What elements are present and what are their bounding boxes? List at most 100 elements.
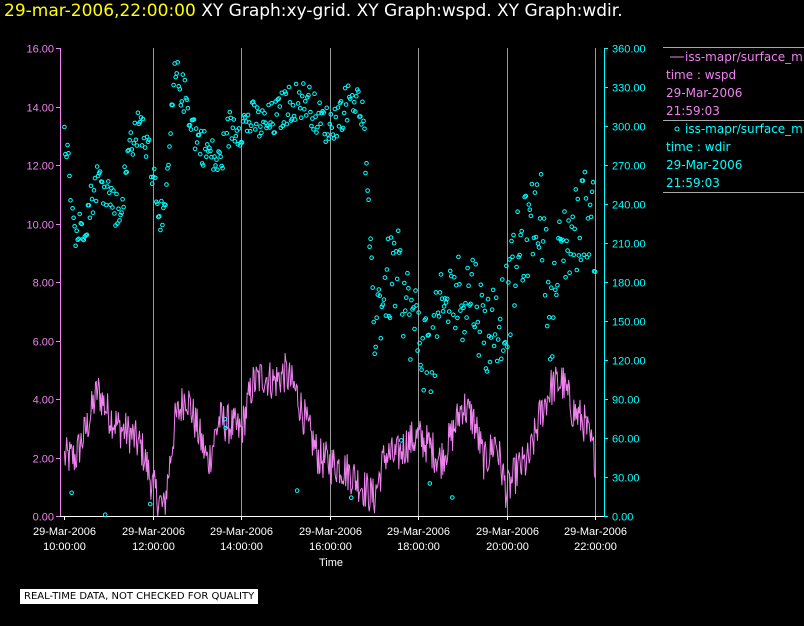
- wdir-point: [361, 118, 366, 124]
- x-tick-label: 14:00:00: [220, 541, 263, 553]
- wdir-point: [200, 163, 206, 168]
- wdir-point: [119, 210, 124, 215]
- wdir-point: [116, 206, 121, 212]
- wdir-point: [267, 125, 272, 130]
- wdir-point: [577, 235, 583, 241]
- wdir-point: [284, 121, 290, 127]
- y-right-tick-label: 270.00: [612, 161, 646, 173]
- wdir-point: [488, 335, 494, 340]
- y-left-tick-label: 0.00: [33, 512, 54, 524]
- wdir-point: [175, 60, 180, 65]
- wdir-point: [298, 115, 304, 120]
- wdir-point: [295, 101, 301, 106]
- wdir-point: [149, 181, 155, 186]
- wdir-point: [258, 124, 263, 129]
- wdir-point: [84, 232, 90, 238]
- wdir-point: [335, 105, 341, 110]
- wdir-point: [550, 354, 555, 359]
- wdir-point: [233, 133, 239, 139]
- wdir-point: [532, 190, 538, 195]
- y-right-tick-label: 240.00: [612, 200, 646, 212]
- wdir-point: [184, 97, 190, 103]
- wdir-point: [159, 198, 164, 204]
- wdir-point: [565, 248, 570, 253]
- wdir-point: [443, 300, 449, 305]
- wdir-point: [242, 114, 248, 120]
- wdir-point: [163, 202, 168, 208]
- x-tick-label: 29-Mar-2006: [122, 526, 185, 538]
- wdir-point: [384, 267, 390, 272]
- wdir-point: [437, 290, 443, 295]
- wdir-point: [523, 193, 529, 199]
- wdir-point: [290, 102, 296, 108]
- wdir-point: [397, 248, 403, 253]
- wdir-point: [552, 260, 557, 266]
- wdir-point: [513, 283, 518, 289]
- wdir-point: [419, 367, 424, 373]
- wdir-point: [414, 303, 419, 308]
- wdir-point: [97, 169, 103, 174]
- wdir-point: [463, 300, 468, 306]
- wdir-point: [404, 295, 409, 300]
- wdir-point: [572, 226, 578, 232]
- wdir-point: [444, 296, 450, 302]
- wdir-point: [567, 270, 572, 276]
- wdir-point: [292, 117, 298, 122]
- wdir-point: [348, 495, 354, 501]
- wdir-point: [586, 252, 592, 257]
- wdir-point: [388, 235, 394, 240]
- wdir-point: [318, 121, 323, 127]
- wdir-point: [485, 296, 491, 302]
- wdir-point: [517, 252, 522, 258]
- wdir-point: [497, 316, 503, 322]
- wdir-point: [347, 96, 353, 102]
- wdir-point: [413, 288, 418, 293]
- wdir-point: [358, 114, 363, 119]
- wdir-point: [539, 257, 545, 263]
- wdir-point: [466, 283, 471, 289]
- wdir-point: [435, 310, 441, 316]
- wdir-point: [112, 211, 117, 216]
- wdir-point: [372, 351, 378, 357]
- wdir-point: [426, 332, 432, 338]
- wdir-point: [561, 258, 566, 264]
- wdir-point: [374, 315, 380, 321]
- wdir-point: [512, 303, 517, 308]
- wdir-point: [110, 205, 115, 210]
- wdir-point: [546, 315, 552, 320]
- wdir-point: [314, 130, 319, 135]
- wdir-point: [578, 257, 584, 263]
- wdir-point: [349, 93, 355, 98]
- wdir-point: [499, 356, 504, 362]
- wdir-point: [127, 137, 132, 143]
- wdir-point: [493, 295, 499, 301]
- wdir-point: [227, 109, 233, 115]
- wdir-point: [549, 285, 554, 291]
- wdir-point: [92, 175, 98, 181]
- wdir-point: [232, 139, 238, 144]
- wdir-point: [520, 278, 526, 283]
- wdir-point: [313, 114, 318, 119]
- wdir-point: [519, 228, 525, 234]
- wdir-point: [531, 235, 537, 241]
- wdir-point: [182, 77, 188, 83]
- wdir-point: [440, 309, 446, 314]
- wdir-point: [309, 123, 314, 129]
- wdir-point: [544, 323, 550, 329]
- x-tick-label: 29-Mar-2006: [476, 526, 539, 538]
- wdir-point: [407, 312, 412, 317]
- wdir-point: [394, 276, 400, 282]
- wdir-point: [471, 322, 477, 327]
- chart-title: 29-mar-2006,22:00:00 XY Graph:xy-grid. X…: [4, 1, 623, 21]
- wdir-point: [132, 120, 138, 126]
- wdir-point: [230, 125, 236, 131]
- wspd-series-layer: [63, 352, 596, 517]
- wdir-point: [115, 221, 120, 226]
- y-right-tick-label: 330.00: [612, 83, 646, 95]
- grid-lines: [153, 48, 596, 516]
- wdir-point: [465, 265, 470, 271]
- wdir-point: [134, 143, 140, 148]
- wdir-point: [260, 108, 265, 113]
- wdir-point: [229, 136, 235, 141]
- wdir-point: [494, 358, 500, 364]
